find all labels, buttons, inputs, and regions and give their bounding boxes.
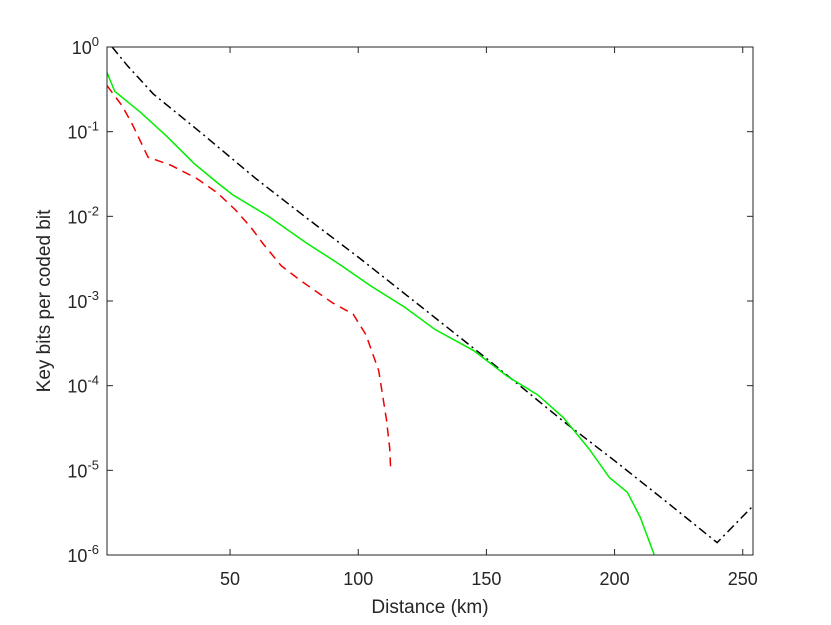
y-tick-label: 100 — [72, 34, 99, 58]
series-line-solid — [106, 72, 656, 556]
x-tick-label: 250 — [728, 569, 758, 589]
y-axis: 100 10-1 10-2 10-3 10-4 10-5 10-6 — [67, 34, 753, 566]
y-tick-label: 10-5 — [67, 457, 99, 481]
x-tick-label: 200 — [600, 569, 630, 589]
x-tick-label: 50 — [220, 569, 240, 589]
x-axis: 50 100 150 200 250 — [220, 47, 758, 589]
y-tick-label: 10-1 — [67, 119, 99, 143]
y-tick-label: 10-6 — [67, 542, 99, 566]
x-tick-label: 150 — [471, 569, 501, 589]
x-tick-label: 100 — [343, 569, 373, 589]
series-line-dashdot — [111, 46, 754, 544]
y-tick-label: 10-3 — [67, 288, 99, 312]
axes-box — [106, 46, 754, 556]
y-tick-label: 10-4 — [67, 373, 99, 397]
x-axis-label: Distance (km) — [371, 597, 488, 618]
series-layer — [106, 46, 754, 556]
y-tick-label: 10-2 — [67, 203, 99, 227]
y-axis-label: Key bits per coded bit — [34, 209, 55, 392]
series-line-dashed — [106, 85, 392, 473]
